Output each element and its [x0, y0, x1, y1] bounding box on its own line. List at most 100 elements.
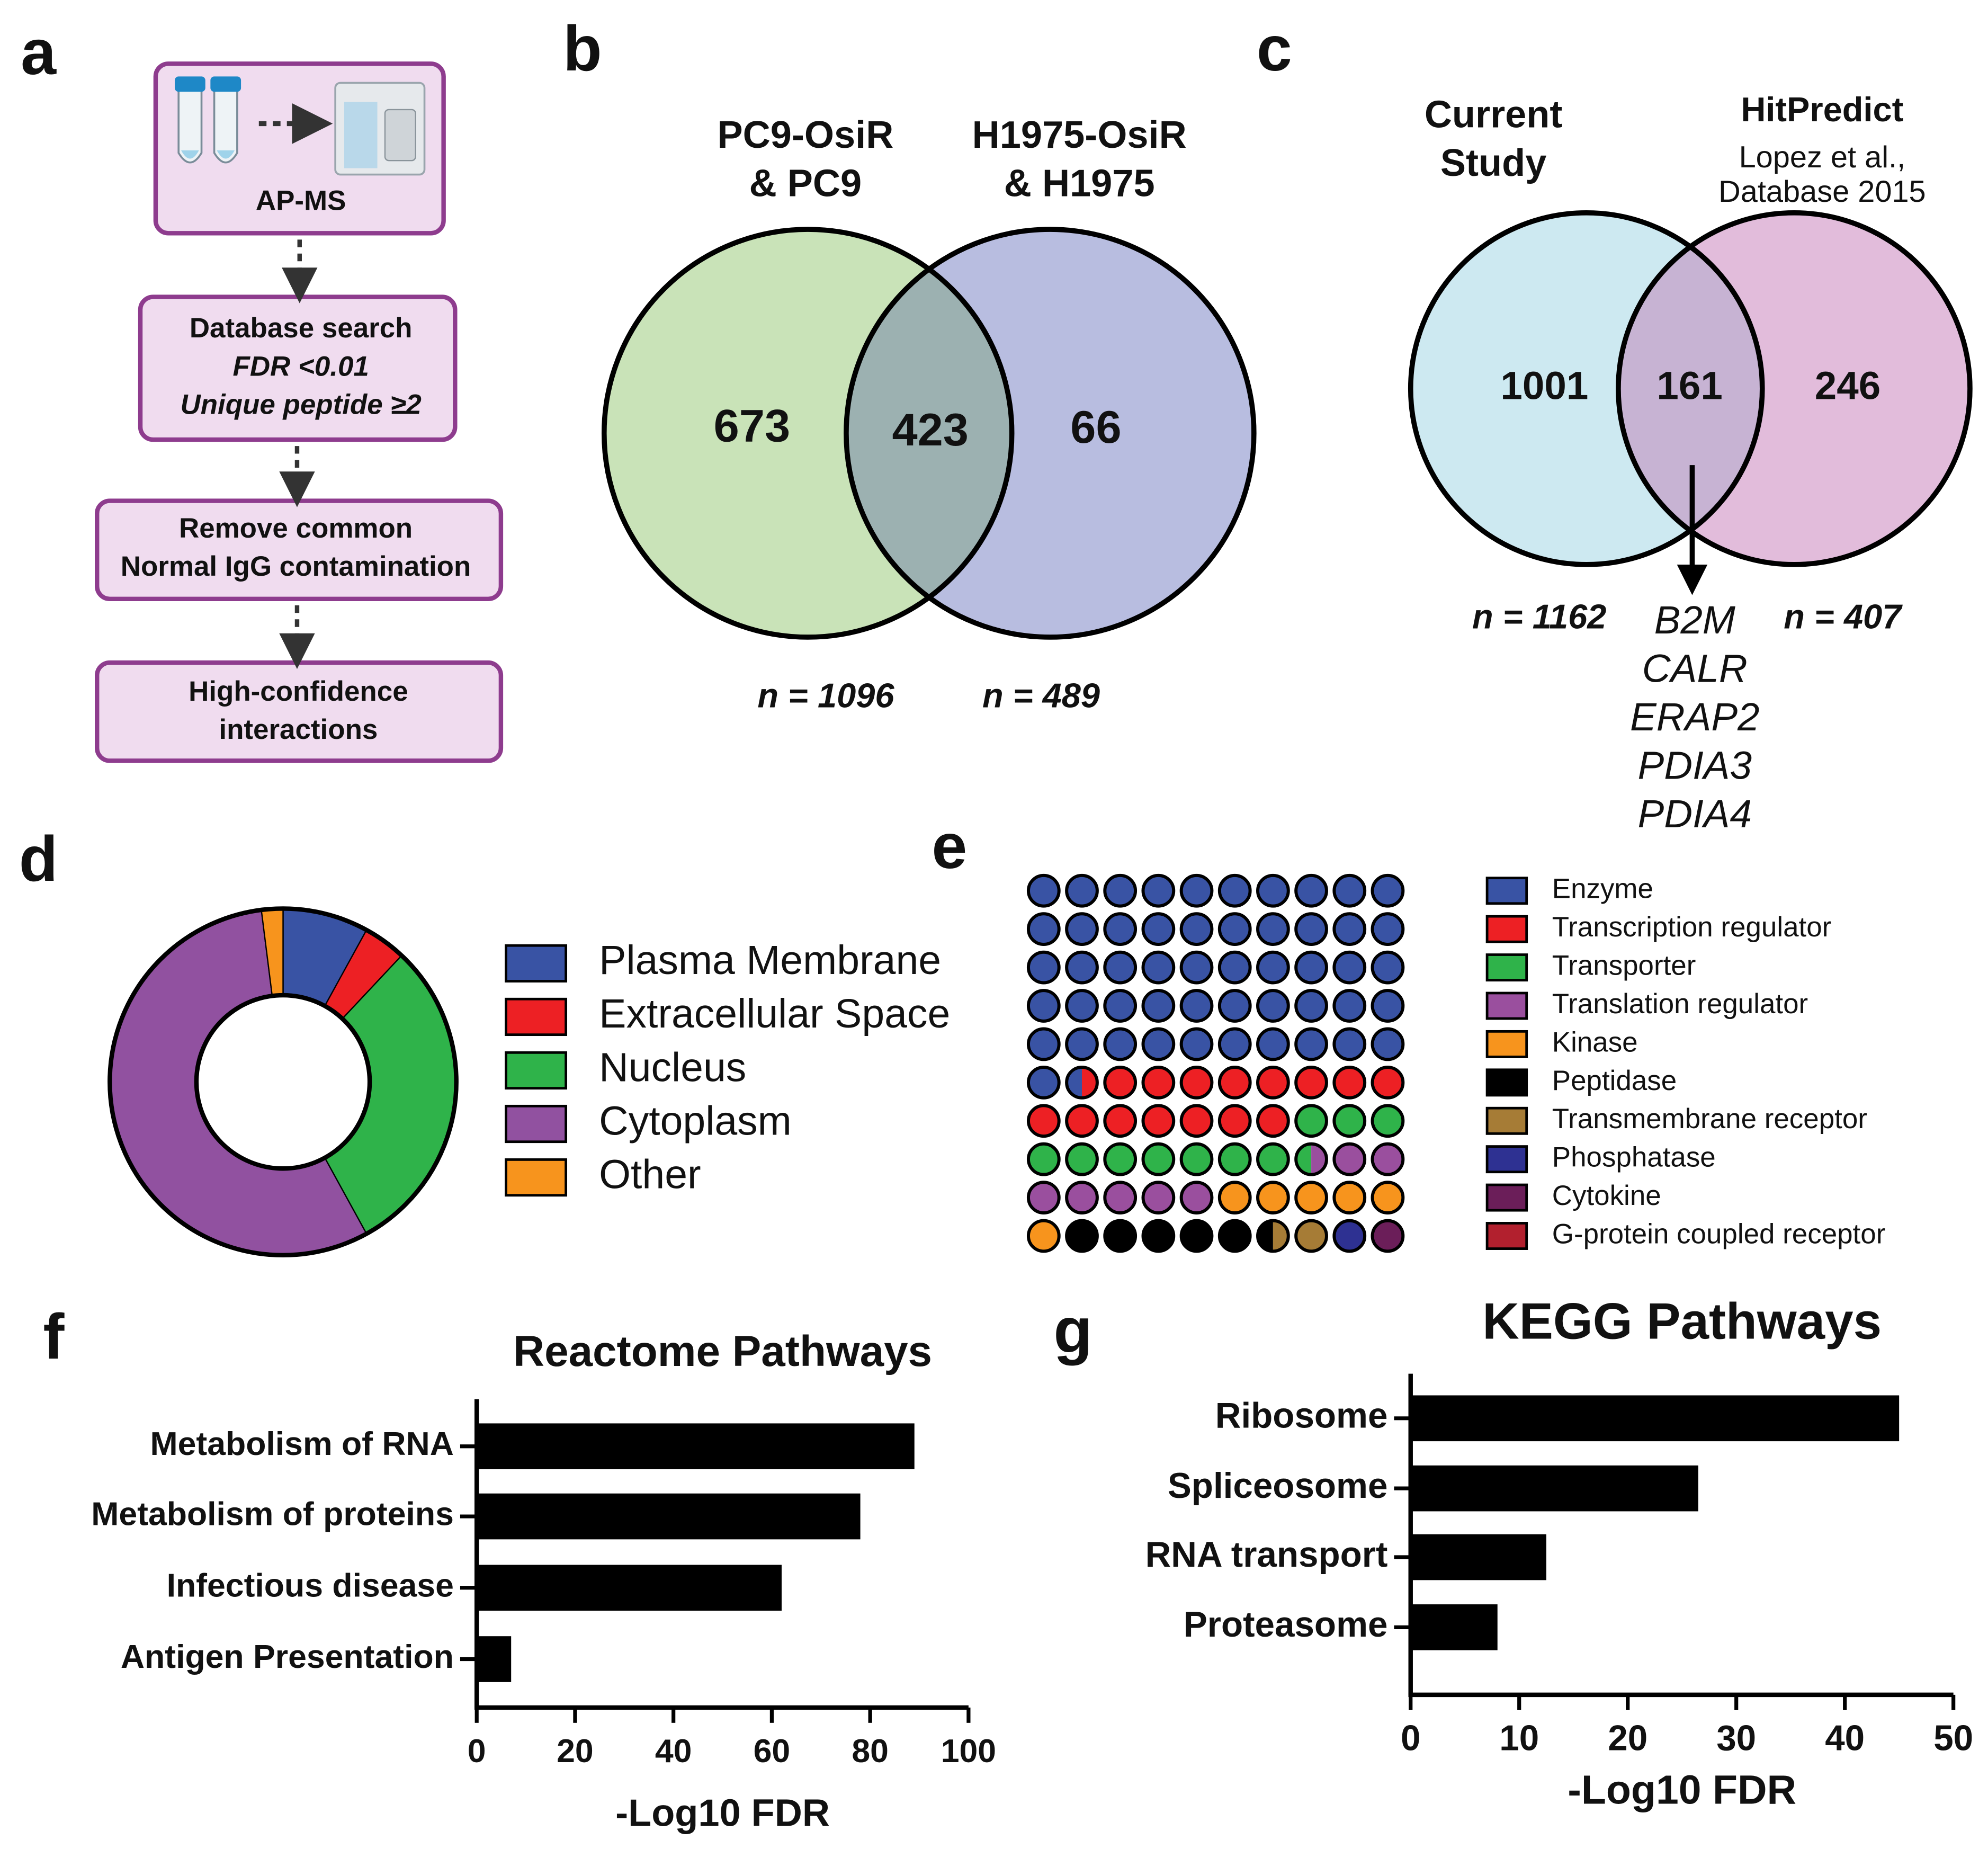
- x-tick-label: 20: [1608, 1718, 1647, 1758]
- waffle-dot: [1372, 875, 1403, 906]
- legend-label: Other: [599, 1151, 701, 1197]
- waffle-dot: [1105, 990, 1136, 1021]
- waffle-dot: [1334, 990, 1365, 1021]
- waffle-dot: [1296, 1182, 1327, 1213]
- waffle-outline: [1065, 912, 1099, 946]
- waffle-outline: [1026, 912, 1061, 946]
- venn-count: 161: [1656, 363, 1722, 408]
- waffle-outline: [1103, 1027, 1138, 1061]
- set-name: Current: [1425, 93, 1563, 136]
- waffle-dot: [1105, 875, 1136, 906]
- waffle-dot: [1028, 1029, 1059, 1060]
- flow-text: Remove common: [179, 513, 413, 544]
- waffle-dot: [1143, 1105, 1174, 1137]
- flow-text: Unique peptide ≥2: [180, 389, 421, 420]
- legend-label: Cytokine: [1552, 1180, 1661, 1211]
- waffle-dot: [1296, 1220, 1327, 1252]
- waffle-dot: [1296, 1029, 1327, 1060]
- waffle-dot: [1105, 1105, 1136, 1137]
- panel-label: f: [43, 1301, 65, 1372]
- overlap-member: PDIA3: [1637, 743, 1752, 787]
- set-total: n = 407: [1784, 597, 1903, 636]
- waffle-outline: [1141, 950, 1176, 985]
- venn-overlap: [1618, 212, 1762, 565]
- waffle-outline: [1065, 1219, 1099, 1253]
- waffle-outline: [1103, 912, 1138, 946]
- waffle-outline: [1141, 989, 1176, 1023]
- waffle-outline: [1332, 912, 1367, 946]
- waffle-dot: [1143, 875, 1174, 906]
- waffle-dot: [1105, 952, 1136, 983]
- tube-icon: [213, 88, 238, 164]
- waffle-dot: [1258, 875, 1288, 906]
- venn-outline: [1408, 210, 1765, 567]
- legend-swatch: [1485, 953, 1528, 982]
- panel-label: c: [1257, 13, 1292, 84]
- waffle-dot: [1105, 1067, 1136, 1098]
- waffle-dot: [1028, 1105, 1059, 1137]
- bar: [477, 1565, 782, 1611]
- waffle-outline: [1371, 1219, 1405, 1253]
- tube-icon: [177, 88, 203, 164]
- flow-text: interactions: [219, 714, 378, 745]
- waffle-outline: [1256, 1104, 1290, 1138]
- panel-label: b: [563, 13, 602, 84]
- waffle-dot: [1181, 1220, 1212, 1252]
- waffle-outline: [1179, 1142, 1214, 1176]
- waffle-dot: [1372, 952, 1403, 983]
- legend-swatch: [1485, 915, 1528, 943]
- venn-count: 66: [1070, 402, 1121, 453]
- waffle-outline: [1371, 950, 1405, 985]
- legend-label: Translation regulator: [1552, 988, 1808, 1020]
- legend-swatch: [1485, 1106, 1528, 1135]
- waffle-dot: [1372, 1029, 1403, 1060]
- legend-swatch: [1485, 992, 1528, 1020]
- bar: [477, 1493, 861, 1540]
- waffle-outline: [1217, 1065, 1252, 1100]
- panel-labels: a b c d e f g: [19, 13, 1292, 1372]
- set-name: & PC9: [749, 162, 862, 204]
- x-tick-label: 40: [655, 1732, 692, 1770]
- waffle-dot: [1067, 1144, 1097, 1175]
- legend-label: Transporter: [1552, 950, 1696, 981]
- waffle-dot: [1028, 1182, 1059, 1213]
- waffle-dot: [1067, 1029, 1097, 1060]
- legend-label: Transmembrane receptor: [1552, 1103, 1867, 1135]
- flow-text: High-confidence: [189, 676, 408, 707]
- waffle-dot: [1143, 1029, 1174, 1060]
- waffle-outline: [1217, 1104, 1252, 1138]
- venn-count: 1001: [1500, 363, 1588, 408]
- legend-swatch: [1485, 877, 1528, 905]
- waffle-dot: [1219, 1144, 1250, 1175]
- waffle-outline: [1141, 1065, 1176, 1100]
- waffle-dot: [1258, 1105, 1288, 1137]
- overlap-member: CALR: [1642, 646, 1748, 691]
- waffle-dot: [1296, 1067, 1327, 1098]
- waffle-outline: [1065, 1181, 1099, 1214]
- waffle-dot: [1334, 1182, 1365, 1213]
- waffle-outline: [1026, 873, 1061, 908]
- flow-texts: AP-MS Database search FDR <0.01 Unique p…: [121, 185, 471, 745]
- waffle-dot: [1143, 1182, 1174, 1213]
- waffle-dot: [1258, 1182, 1288, 1213]
- waffle-dot: [1296, 990, 1327, 1021]
- waffle-dot: [1181, 1182, 1212, 1213]
- waffle-dot: [1334, 1220, 1365, 1252]
- waffle-dot: [1219, 1182, 1250, 1213]
- bar: [477, 1423, 915, 1470]
- legend-swatch: [505, 944, 568, 982]
- waffle-outline: [1065, 950, 1099, 985]
- waffle-dot: [1296, 875, 1327, 906]
- waffle-dot: [1219, 990, 1250, 1021]
- waffle-dot: [1105, 1144, 1136, 1175]
- legend-label: Cytoplasm: [599, 1098, 792, 1144]
- x-tick-label: 30: [1716, 1718, 1756, 1758]
- waffle-outline: [1256, 950, 1290, 985]
- waffle-outline: [1141, 1027, 1176, 1061]
- waffle-outline: [1217, 1142, 1252, 1176]
- waffle-dot: [1105, 1220, 1136, 1252]
- set-name: PC9-OsiR: [718, 114, 894, 156]
- legend-swatch: [505, 1158, 568, 1197]
- waffle-dot: [1181, 952, 1212, 983]
